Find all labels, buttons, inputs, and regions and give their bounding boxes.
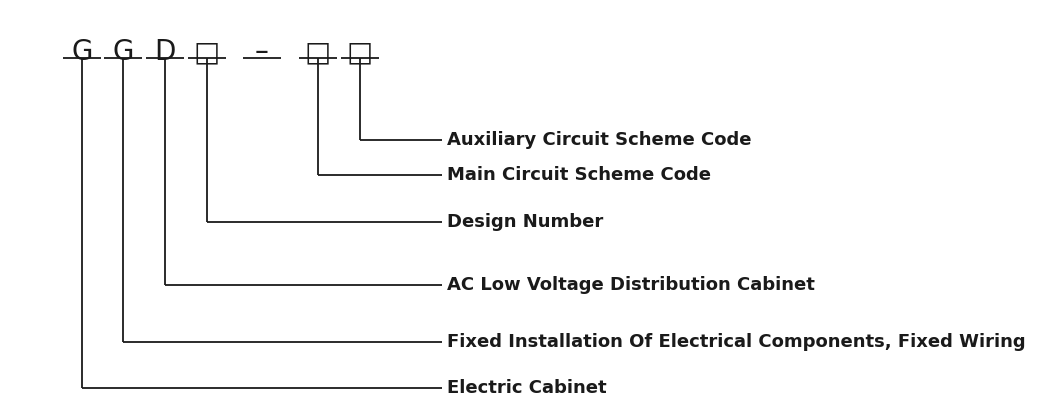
Text: D: D bbox=[155, 38, 176, 66]
Text: Design Number: Design Number bbox=[447, 213, 603, 231]
Text: □: □ bbox=[305, 38, 331, 66]
Text: Electric Cabinet: Electric Cabinet bbox=[447, 379, 607, 397]
Text: –: – bbox=[255, 38, 269, 66]
Text: Auxiliary Circuit Scheme Code: Auxiliary Circuit Scheme Code bbox=[447, 131, 752, 149]
Text: Main Circuit Scheme Code: Main Circuit Scheme Code bbox=[447, 166, 711, 184]
Text: G: G bbox=[71, 38, 92, 66]
Text: AC Low Voltage Distribution Cabinet: AC Low Voltage Distribution Cabinet bbox=[447, 276, 815, 294]
Text: □: □ bbox=[347, 38, 373, 66]
Text: Fixed Installation Of Electrical Components, Fixed Wiring: Fixed Installation Of Electrical Compone… bbox=[447, 333, 1026, 351]
Text: G: G bbox=[112, 38, 134, 66]
Text: □: □ bbox=[194, 38, 220, 66]
